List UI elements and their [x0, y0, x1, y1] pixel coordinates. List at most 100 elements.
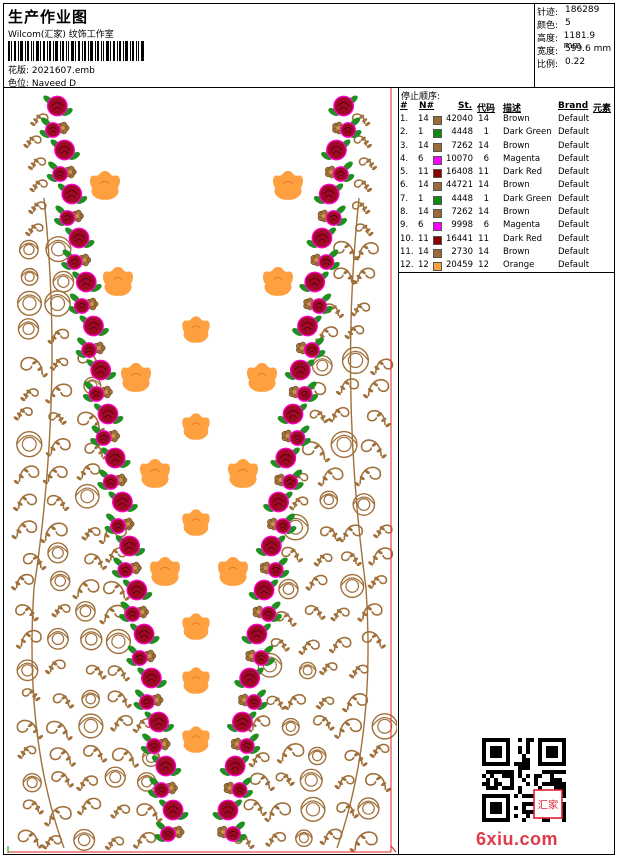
vine-rosette: [319, 490, 339, 510]
rose: [68, 227, 90, 249]
color-swatch: [433, 142, 442, 152]
vine-scroll: [15, 604, 39, 622]
rose: [104, 447, 126, 469]
rose: [225, 826, 241, 842]
rose: [275, 447, 297, 469]
rose: [75, 271, 97, 293]
info-scale: 比例: 0.22: [537, 57, 586, 70]
color-swatch: [433, 116, 442, 125]
stop-stitches: 42040: [445, 114, 473, 124]
leaf: [277, 416, 289, 424]
stop-needle: 11: [418, 167, 429, 178]
vine-scroll: [350, 302, 371, 317]
rose: [81, 342, 97, 358]
rose: [124, 606, 141, 622]
leaf: [270, 460, 282, 468]
leaf: [242, 790, 253, 798]
leaf: [61, 108, 73, 116]
vine-scroll: [23, 135, 42, 149]
stop-description: Magenta: [503, 153, 541, 164]
vine-scroll: [20, 356, 48, 378]
stop-needle: 6: [418, 153, 424, 164]
stop-brand: Default: [558, 193, 590, 204]
stop-brand: Default: [558, 180, 590, 191]
rose: [238, 738, 255, 754]
vine-scroll: [249, 772, 275, 791]
leaf: [292, 482, 304, 490]
leaf: [105, 372, 117, 380]
vine-scroll: [357, 603, 383, 622]
rose: [102, 474, 119, 490]
rose: [289, 430, 306, 446]
stop-index: 11.: [400, 246, 414, 257]
vine-rosette: [17, 318, 40, 340]
rose: [232, 711, 253, 733]
vine-scroll: [48, 412, 67, 425]
orange-motif: [139, 459, 171, 488]
stop-needle: 14: [418, 207, 429, 218]
color-swatch: [433, 155, 442, 165]
colorway-line: 色位: Naveed D: [8, 76, 76, 89]
leaf: [241, 636, 253, 644]
design-info: 针迹: 186289 颜色: 5 高度: 1181.9 mm 宽度: 599.6 mm …: [537, 5, 613, 70]
vine-scroll: [11, 520, 38, 540]
stop-index: 6.: [400, 180, 409, 191]
vine-scroll: [335, 378, 360, 396]
vine-scroll: [340, 551, 362, 567]
page-frame: [3, 3, 615, 855]
leaf: [321, 306, 333, 314]
vine-scroll: [351, 201, 371, 215]
leaf: [75, 350, 87, 358]
orange-motif: [182, 726, 210, 753]
rose: [117, 562, 134, 578]
stop-needle: 12: [418, 260, 429, 271]
stop-needle: 14: [418, 180, 429, 191]
stop-brand: Default: [558, 153, 590, 164]
stop-description: Brown: [503, 140, 530, 151]
vine-scroll: [319, 526, 342, 542]
vine-rosette: [311, 355, 333, 377]
col-stitches: St.: [458, 101, 473, 111]
orange-motif: [246, 363, 278, 392]
stop-code: 14: [478, 246, 489, 257]
right-panel: [398, 273, 615, 855]
vine-scroll: [15, 629, 42, 649]
vine-scroll: [266, 695, 287, 710]
rose: [83, 315, 104, 337]
vine-rosette: [281, 717, 300, 736]
stop-stitches: 20459: [445, 260, 473, 271]
stop-index: 3.: [400, 140, 409, 151]
vine-rosette: [299, 768, 323, 792]
vine-scroll: [84, 553, 108, 570]
rose: [246, 623, 268, 645]
vine-scroll: [110, 804, 131, 819]
leaf: [212, 812, 224, 820]
rose: [332, 166, 349, 182]
leaf: [307, 394, 319, 402]
leaf: [263, 504, 274, 512]
rose: [112, 491, 133, 513]
vine-scroll: [344, 325, 365, 340]
info-width: 宽度: 599.6 mm: [537, 44, 612, 57]
rose: [97, 403, 119, 425]
stop-stitches: 7262: [451, 140, 473, 151]
orange-motif: [217, 557, 249, 586]
leaf: [263, 658, 275, 666]
vine-scroll: [136, 803, 163, 823]
rose: [231, 782, 248, 798]
vine-scroll: [76, 463, 101, 481]
rose: [155, 755, 177, 777]
rose: [333, 95, 355, 117]
orange-motif: [182, 509, 210, 536]
vine-scroll: [41, 835, 63, 850]
vine-scroll: [365, 772, 392, 793]
bud: [151, 693, 164, 707]
vine-scroll: [85, 664, 107, 680]
vine-scroll: [355, 223, 374, 237]
vine-scroll: [20, 388, 39, 402]
vine-stem: [31, 197, 65, 849]
vine-scroll: [28, 201, 47, 215]
vine-scroll: [22, 553, 47, 571]
vine-scroll: [11, 573, 35, 591]
vine-scroll: [283, 694, 307, 711]
